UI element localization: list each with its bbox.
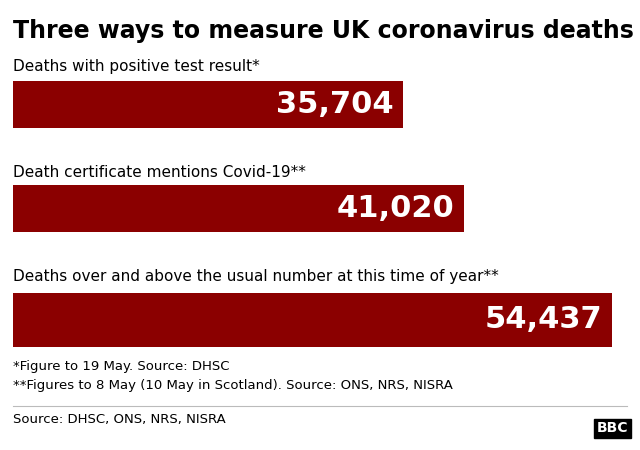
Text: Three ways to measure UK coronavirus deaths: Three ways to measure UK coronavirus dea… [13,19,634,43]
Text: **Figures to 8 May (10 May in Scotland). Source: ONS, NRS, NISRA: **Figures to 8 May (10 May in Scotland).… [13,379,452,392]
FancyBboxPatch shape [13,184,465,232]
Text: *Figure to 19 May. Source: DHSC: *Figure to 19 May. Source: DHSC [13,360,229,373]
Text: Deaths with positive test result*: Deaths with positive test result* [13,59,260,74]
Text: 41,020: 41,020 [337,194,455,223]
Text: BBC: BBC [596,421,628,436]
Text: Death certificate mentions Covid-19**: Death certificate mentions Covid-19** [13,165,306,180]
FancyBboxPatch shape [13,293,612,346]
Text: Source: DHSC, ONS, NRS, NISRA: Source: DHSC, ONS, NRS, NISRA [13,413,225,426]
Text: 54,437: 54,437 [484,306,602,334]
Text: Deaths over and above the usual number at this time of year**: Deaths over and above the usual number a… [13,270,499,284]
Text: 35,704: 35,704 [276,90,394,119]
FancyBboxPatch shape [13,81,403,128]
